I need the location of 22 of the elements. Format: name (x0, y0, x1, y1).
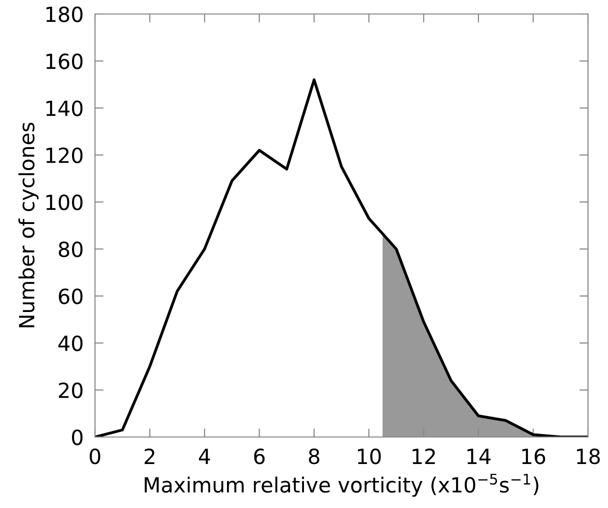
y-tick-label: 160 (46, 53, 83, 70)
y-tick-label: 120 (46, 147, 83, 164)
x-tick-label: 6 (254, 448, 265, 464)
x-tick-label: 12 (412, 448, 435, 464)
y-tick-label: 60 (58, 288, 83, 304)
x-tick-label: 16 (522, 448, 546, 464)
x-tick-label: 0 (90, 448, 100, 464)
x-axis-title: Maximum relative vorticity (x10$^{−5}$s$^{−1}$) (144, 474, 538, 497)
y-axis-title: Number of cyclones (18, 122, 39, 328)
y-tick-label: 180 (46, 6, 83, 22)
y-tick-label: 140 (46, 100, 83, 116)
y-tick-label: 40 (58, 335, 83, 352)
x-tick-label: 8 (308, 448, 320, 464)
x-tick-label: 4 (198, 448, 210, 464)
x-tick-label: 18 (577, 448, 600, 464)
y-tick-label: 20 (58, 382, 83, 398)
y-tick-label: 0 (72, 429, 83, 446)
y-tick-label: 100 (46, 194, 83, 210)
x-tick-label: 14 (467, 448, 491, 464)
x-tick-label: 10 (358, 448, 381, 464)
y-tick-label: 80 (58, 241, 83, 258)
x-tick-label: 2 (144, 448, 154, 464)
